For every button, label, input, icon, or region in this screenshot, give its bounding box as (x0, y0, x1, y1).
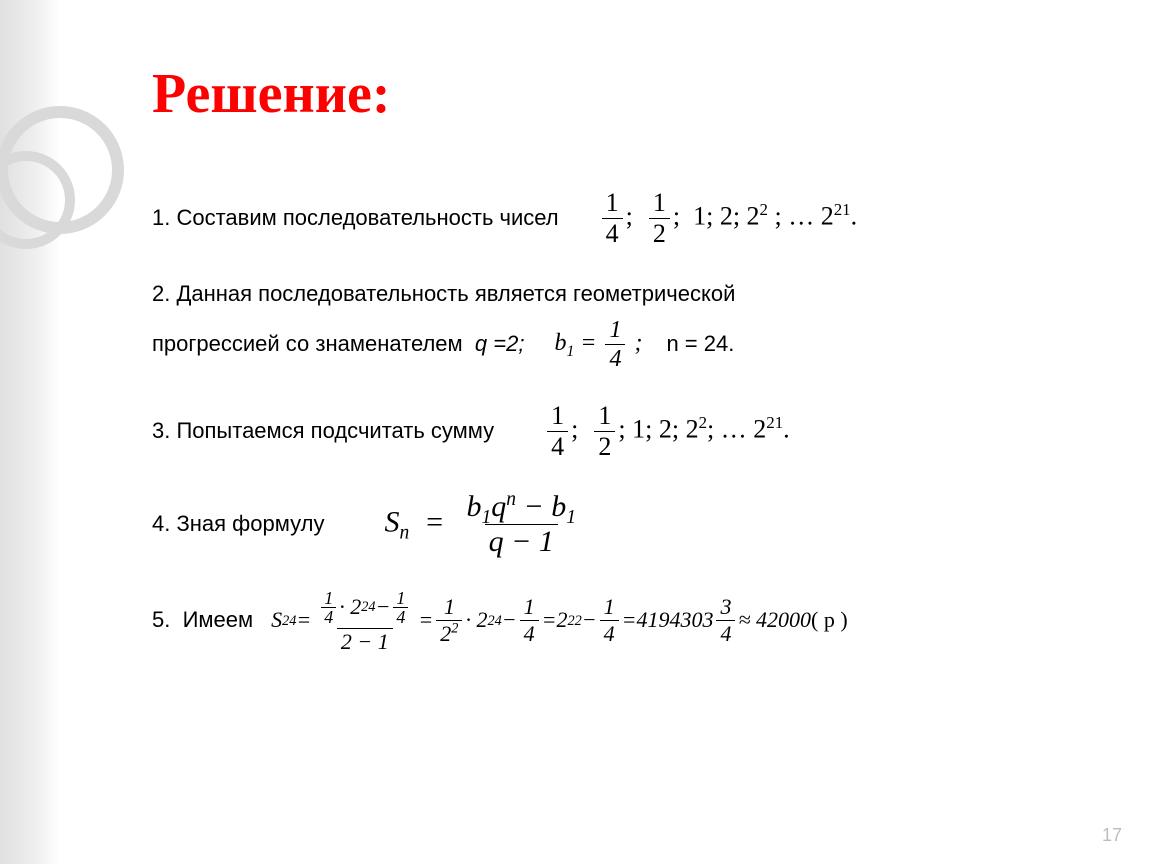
step-1-sequence: 14; 12; 1; 2; 22 ; … 221. (599, 190, 858, 247)
step-4: 4. Зная формулу Sn = b1qn − b1 q − 1 (152, 492, 1082, 557)
step-3: 3. Попытаемся подсчитать сумму 14; 12; 1… (152, 403, 1082, 460)
slide-content: 1. Составим последовательность чисел 14;… (152, 190, 1082, 685)
page-number: 17 (1102, 825, 1122, 846)
slide: Решение: 1. Составим последовательность … (0, 0, 1150, 864)
step-5-formula: S24 = 14 · 224 − 14 2 − 1 = 122 · 224 − … (271, 589, 848, 653)
step-4-formula: Sn = b1qn − b1 q − 1 (384, 492, 583, 557)
step-5: 5. Имеем S24 = 14 · 224 − 14 2 − 1 = 122… (152, 589, 1082, 653)
rings-decoration (0, 80, 150, 260)
step-2-line2: прогрессией со знаменателем q =2; b1 = 1… (152, 318, 1082, 371)
step-2-line1: 2. Данная последовательность является ге… (152, 279, 1082, 310)
step-3-sequence: 14; 12; 1; 2; 22; … 221. (544, 403, 790, 460)
slide-title: Решение: (152, 62, 391, 126)
step-1-text: 1. Составим последовательность чисел (152, 203, 559, 234)
step-1: 1. Составим последовательность чисел 14;… (152, 190, 1082, 247)
